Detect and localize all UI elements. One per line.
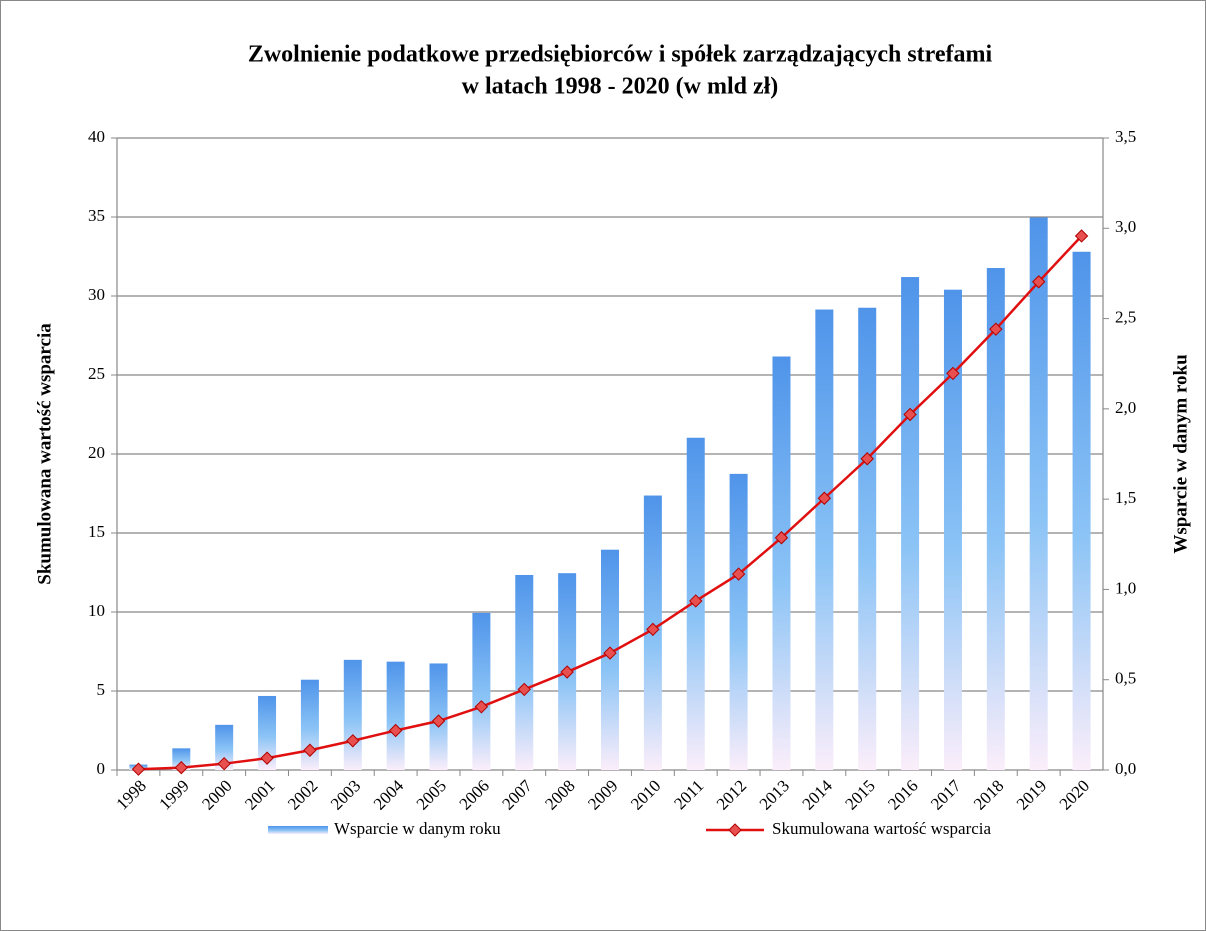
marker [131,762,146,776]
bar [386,661,405,770]
bar [172,748,191,770]
marker [303,743,317,757]
marker [560,665,574,679]
marker [903,407,917,422]
y2-axis-title: Wsparcie w danym roku [1170,354,1191,554]
bar [986,268,1005,770]
marker [260,751,274,765]
bar [300,679,319,770]
bar [343,659,362,770]
bar [943,289,962,770]
legend-label: Skumulowana wartość wsparcia [772,819,992,838]
marker [689,594,703,608]
bar [1072,251,1091,770]
y-tick-label: 35 [88,206,105,225]
marker [989,322,1003,336]
y-tick-label: 5 [97,680,106,699]
marker [1074,229,1089,243]
marker [860,452,874,466]
bar [1029,217,1048,771]
y-tick-label: 40 [88,127,105,146]
legend-swatch [268,826,328,834]
y2-tick-label: 0,0 [1115,759,1136,778]
bar [901,277,920,770]
y2-tick-label: 1,5 [1115,488,1136,507]
marker [817,491,832,505]
marker [774,531,789,545]
chart-title: Zwolnienie podatkowe przedsiębiorców i s… [248,42,993,68]
y2-tick-label: 3,0 [1115,217,1136,236]
y2-tick-label: 1,0 [1115,578,1136,597]
y2-tick-label: 3,5 [1115,127,1136,146]
marker [517,682,531,697]
bar [772,356,791,770]
bar [858,307,877,770]
marker [731,567,746,581]
y2-tick-label: 2,5 [1115,307,1136,326]
marker [646,622,660,637]
bar [815,309,834,770]
bar [601,549,619,770]
y-tick-label: 25 [88,364,105,383]
marker [946,366,960,381]
marker [217,756,231,771]
marker [431,714,446,728]
y-axis-title: Skumulowana wartość wsparcia [34,323,55,585]
y-tick-label: 10 [88,601,105,620]
y-tick-label: 15 [88,522,105,541]
bar [472,612,491,770]
y-tick-label: 0 [97,759,106,778]
bar [515,574,534,770]
marker [603,646,617,660]
marker [1031,275,1046,289]
bar [729,473,748,770]
marker [346,734,360,748]
marker [388,723,403,738]
chart-title: w latach 1998 - 2020 (w mld zł) [462,74,779,100]
y2-tick-label: 0,5 [1115,669,1136,688]
y-tick-label: 20 [88,443,105,462]
bar [258,695,277,770]
y2-tick-label: 2,0 [1115,398,1136,417]
legend-marker [728,823,742,837]
bar [215,724,234,770]
y-tick-label: 30 [88,285,105,304]
legend-label: Wsparcie w danym roku [334,819,501,838]
marker [174,760,189,775]
marker [474,700,489,714]
